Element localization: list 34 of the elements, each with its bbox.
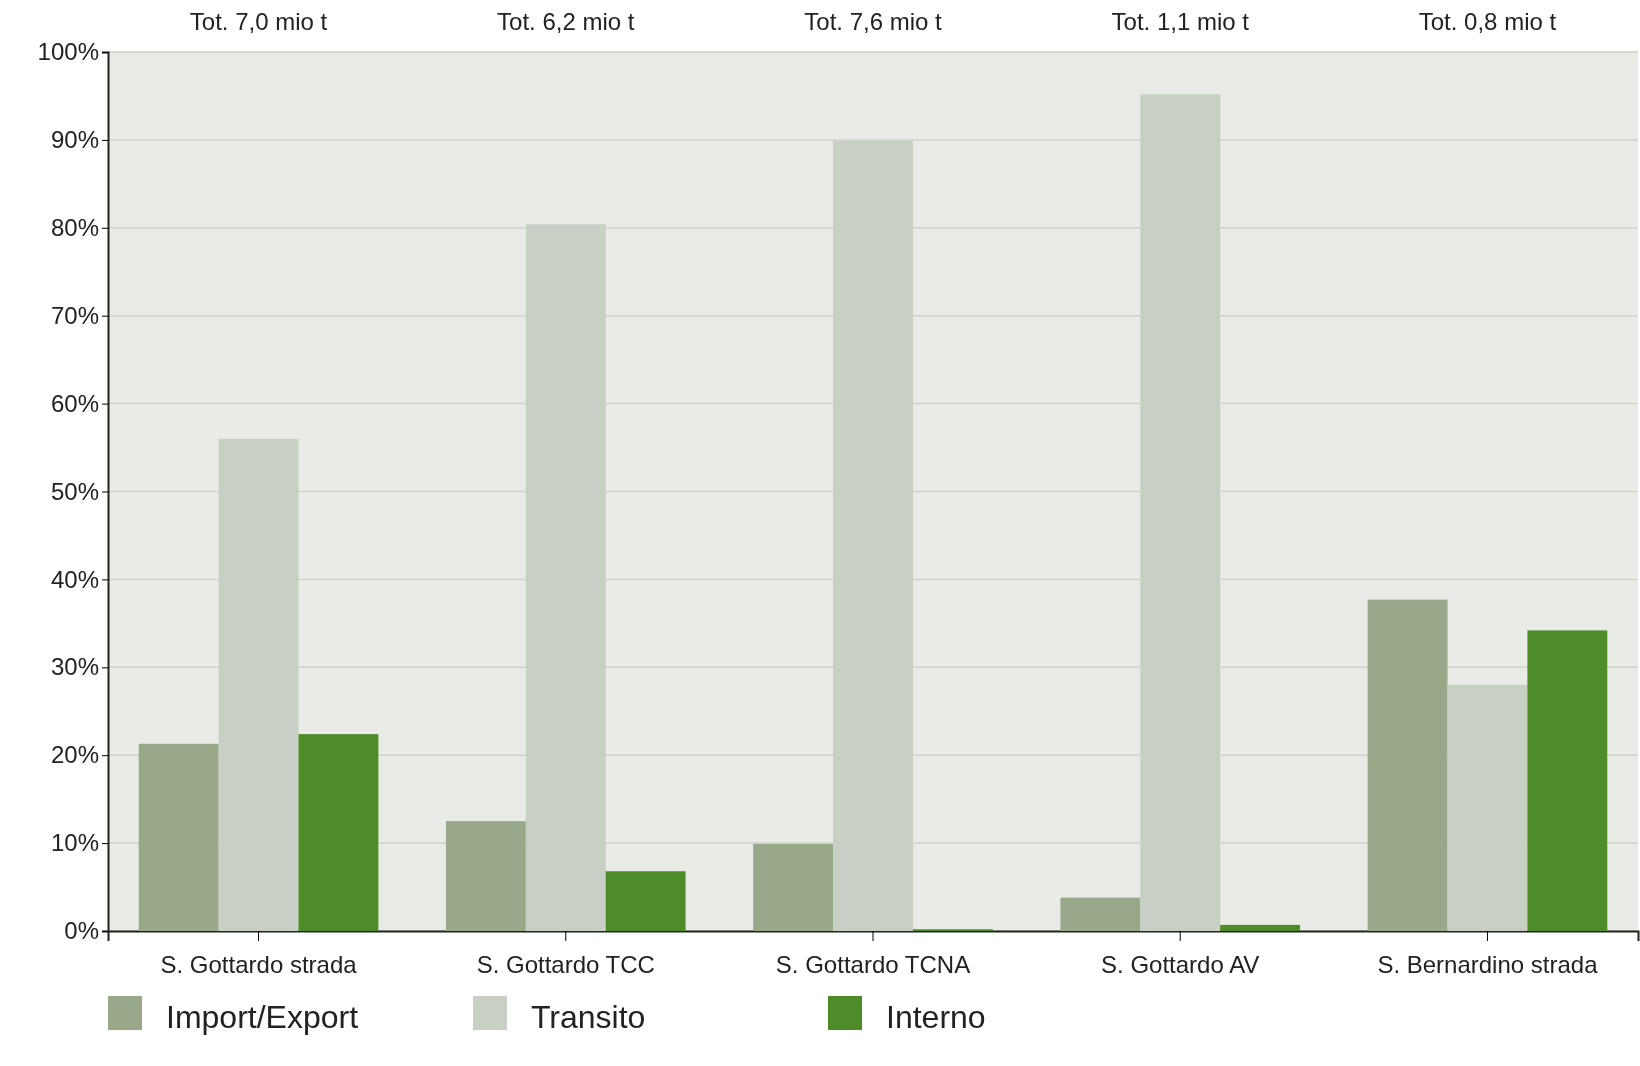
y-tick-label: 10% — [50, 829, 99, 857]
bar — [1060, 897, 1141, 931]
y-tick-label: 50% — [50, 477, 99, 505]
text: Tot. 6,2 mio t — [497, 8, 635, 35]
bar — [1220, 924, 1301, 931]
y-tick-label: 70% — [50, 301, 99, 329]
y-tick-label: 80% — [50, 213, 99, 241]
bar — [1447, 684, 1528, 931]
bar — [753, 843, 834, 931]
legend-label: Interno — [886, 999, 986, 1035]
text: Tot. 7,6 mio t — [804, 8, 943, 35]
text: Tot. 1,1 mio t — [1111, 8, 1250, 35]
bar — [445, 821, 526, 931]
bar — [605, 871, 686, 931]
y-tick-label: 90% — [50, 126, 99, 154]
legend-label: Import/Export — [166, 999, 359, 1035]
y-tick-label: 40% — [50, 565, 99, 593]
bar — [298, 734, 379, 931]
text: Tot. 7,0 mio t — [189, 8, 328, 35]
x-tick-label: S. Gottardo TCNA — [775, 950, 971, 978]
y-tick-label: 0% — [64, 917, 99, 945]
x-tick-label: S. Gottardo TCC — [476, 950, 655, 978]
legend-label: Transito — [531, 999, 646, 1035]
y-tick-label: 100% — [37, 38, 99, 66]
bar — [1367, 599, 1448, 931]
y-tick-label: 20% — [50, 741, 99, 769]
bar — [138, 743, 219, 931]
y-tick-label: 60% — [50, 389, 99, 417]
bar — [1527, 630, 1608, 931]
x-tick-label: S. Gottardo AV — [1101, 950, 1260, 978]
y-tick-label: 30% — [50, 653, 99, 681]
x-tick-label: S. Gottardo strada — [160, 950, 358, 978]
x-tick-label: S. Bernardino strada — [1377, 950, 1599, 978]
text: Tot. 0,8 mio t — [1418, 8, 1557, 35]
